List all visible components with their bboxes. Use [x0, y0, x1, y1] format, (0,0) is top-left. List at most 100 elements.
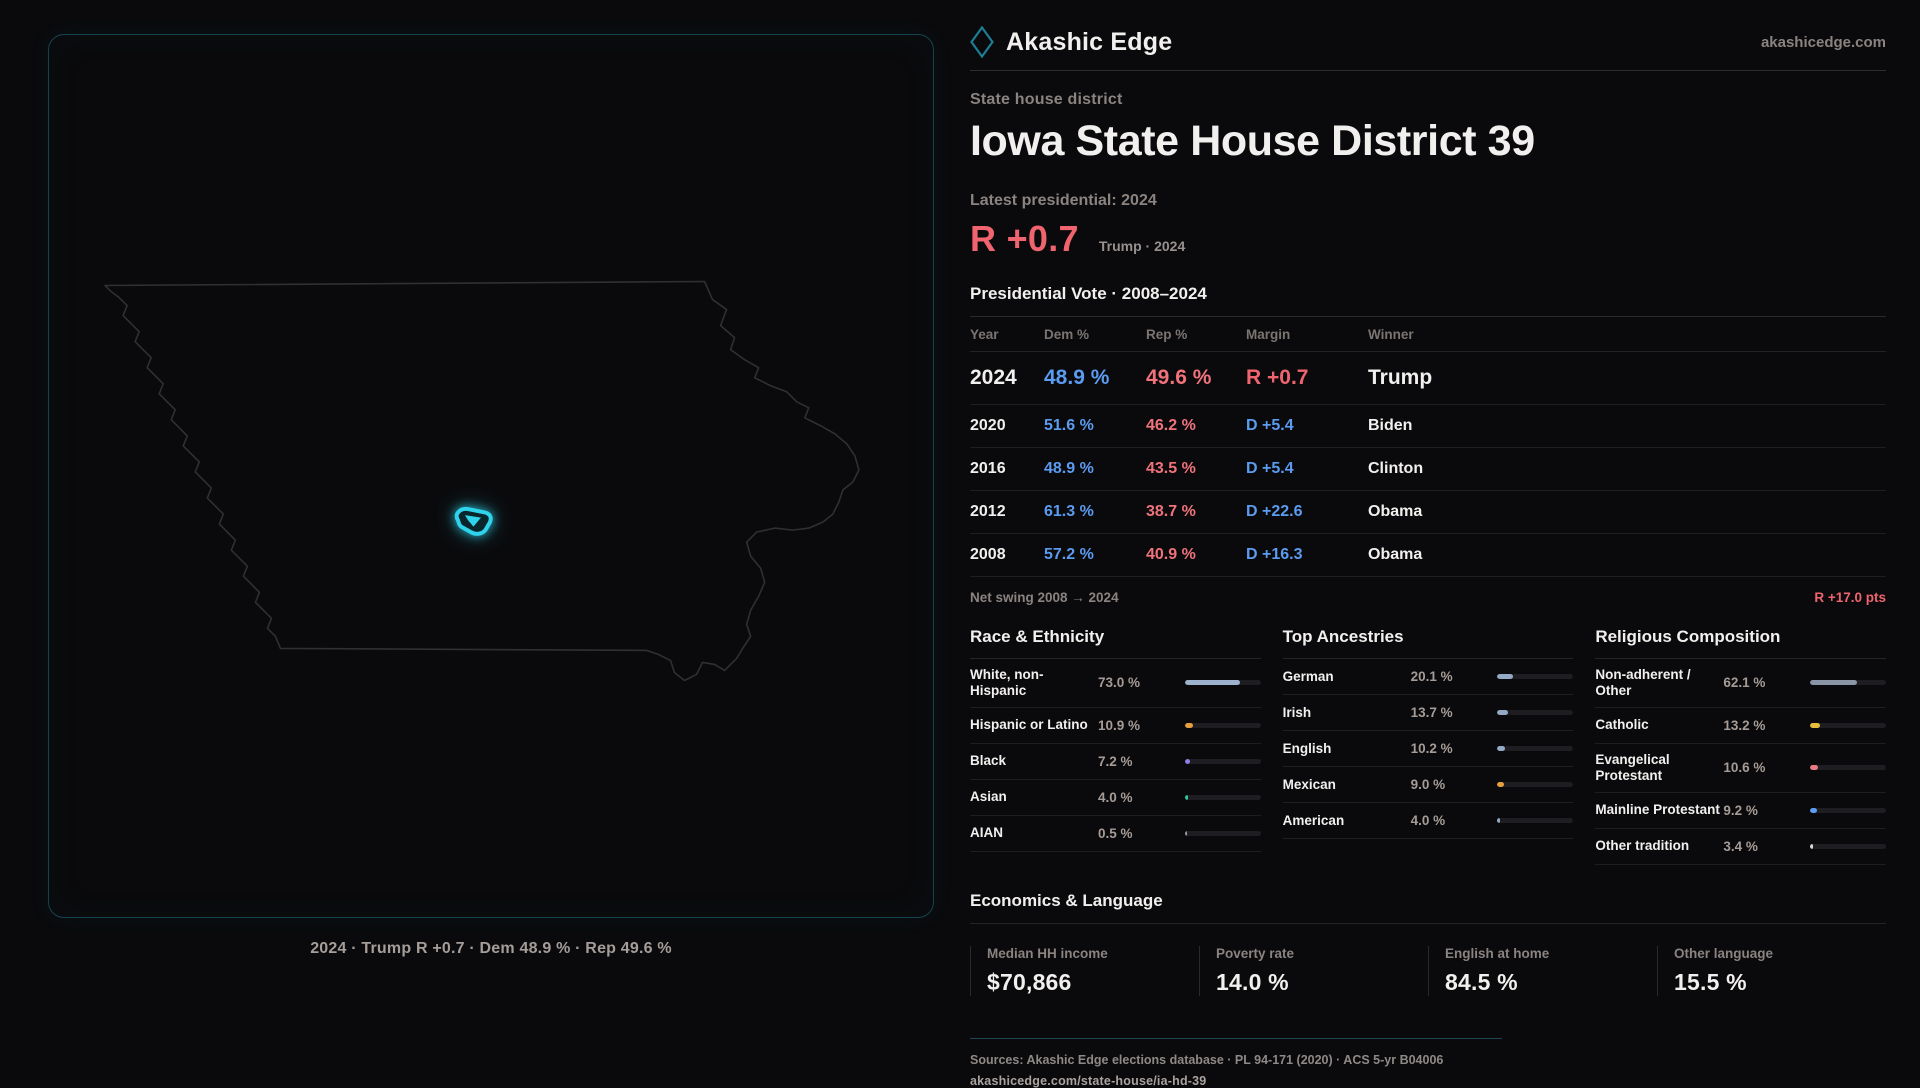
- demo-bar: [1809, 680, 1886, 686]
- demo-value: 20.1 %: [1410, 669, 1453, 684]
- vote-margin: D +16.3: [1246, 546, 1303, 563]
- demo-row: Other tradition 3.4 %: [1595, 829, 1886, 865]
- demo-label: Non-adherent / Other: [1595, 667, 1691, 698]
- vote-row-2024: 2024 48.9 % 49.6 % R +0.7 Trump: [970, 352, 1886, 405]
- brand-domain-link[interactable]: akashicedge.com: [1760, 33, 1886, 51]
- demo-bar: [1809, 843, 1886, 849]
- map-panel: [48, 34, 934, 918]
- demo-row: Mainline Protestant 9.2 %: [1595, 793, 1886, 829]
- demo-label: Mexican: [1282, 776, 1336, 792]
- demo-bar: [1184, 794, 1261, 800]
- demo-label: English: [1282, 740, 1332, 756]
- vote-year: 2020: [970, 417, 1006, 434]
- vote-winner: Obama: [1368, 546, 1423, 563]
- demo-row: English 10.2 %: [1282, 731, 1574, 767]
- demo-bar: [1809, 722, 1886, 728]
- vote-rep-share: 49.6 %: [1146, 366, 1212, 389]
- econ-stat: English at home 84.5 %: [1428, 945, 1651, 996]
- demo-row: Asian 4.0 %: [970, 780, 1261, 816]
- vote-year: 2016: [970, 460, 1006, 477]
- footer-permalink-link[interactable]: akashicedge.com/state-house/ia-hd-39: [970, 1073, 1207, 1088]
- demo-column: Top Ancestries German 20.1 % Irish 13.7 % Eng…: [1282, 627, 1574, 865]
- vote-year: 2012: [970, 503, 1006, 520]
- headline: R +0.7 Trump · 2024: [970, 218, 1886, 260]
- vote-year: 2024: [970, 366, 1017, 389]
- demo-label: German: [1282, 668, 1334, 684]
- demo-value: 7.2 %: [1098, 753, 1133, 769]
- vote-dem-share: 48.9 %: [1044, 460, 1094, 477]
- demo-bar: [1184, 680, 1261, 686]
- demo-bar-fill: [1497, 674, 1513, 679]
- headline-margin: R +0.7: [970, 218, 1079, 259]
- econ-stat: Other language 15.5 %: [1657, 945, 1880, 996]
- vote-rep-share: 46.2 %: [1146, 417, 1196, 434]
- demo-bar-fill: [1184, 680, 1241, 686]
- demo-column: Race & Ethnicity White, non-Hispanic 73.0 …: [970, 627, 1261, 865]
- demo-bar-fill: [1809, 680, 1858, 686]
- map-column: 2024 · Trump R +0.7 · Dem 48.9 % · Rep 4…: [48, 34, 934, 958]
- col-winner: Winner: [1368, 327, 1414, 342]
- economics-section: Economics & Language Median HH income $70…: [970, 891, 1886, 996]
- iowa-state-outline: [104, 280, 860, 682]
- vote-dem-share: 48.9 %: [1044, 366, 1110, 389]
- col-margin: Margin: [1246, 327, 1291, 342]
- vote-row-2016: 2016 48.9 % 43.5 % D +5.4 Clinton: [970, 448, 1886, 491]
- econ-stat: Median HH income $70,866: [970, 945, 1193, 996]
- demo-row: Non-adherent / Other 62.1 %: [1595, 659, 1886, 708]
- demo-value: 4.0 %: [1098, 789, 1133, 805]
- demo-value: 13.7 %: [1410, 705, 1453, 720]
- demo-bar: [1184, 830, 1261, 836]
- demo-row: American 4.0 %: [1282, 803, 1574, 839]
- demo-bar-fill: [1184, 758, 1191, 764]
- latest-presidential-label: Latest presidential: 2024: [970, 192, 1157, 209]
- district-marker[interactable]: [454, 506, 493, 536]
- demo-label: Irish: [1282, 704, 1312, 720]
- econ-stat: Poverty rate 14.0 %: [1199, 945, 1422, 996]
- demo-bar-fill: [1809, 807, 1817, 813]
- demo-bar: [1497, 674, 1574, 679]
- demo-row: Catholic 13.2 %: [1595, 708, 1886, 744]
- demo-bar-fill: [1497, 710, 1508, 715]
- demo-label: Evangelical Protestant: [1595, 751, 1670, 783]
- demo-bar: [1497, 782, 1574, 787]
- vote-rep-share: 43.5 %: [1146, 460, 1196, 477]
- demo-bar-fill: [1184, 830, 1187, 836]
- demo-value: 10.9 %: [1098, 717, 1141, 733]
- demo-row: Black 7.2 %: [970, 744, 1261, 780]
- vote-row-2020: 2020 51.6 % 46.2 % D +5.4 Biden: [970, 405, 1886, 448]
- demo-row: AIAN 0.5 %: [970, 816, 1261, 852]
- header: Akashic Edge akashicedge.com: [970, 26, 1886, 58]
- vote-dem-share: 51.6 %: [1044, 417, 1094, 434]
- headline-context: Trump · 2024: [1098, 238, 1186, 254]
- vote-winner: Obama: [1368, 503, 1423, 520]
- demo-bar: [1809, 807, 1886, 813]
- demo-bar: [1497, 746, 1574, 751]
- demo-label: Other tradition: [1595, 838, 1690, 854]
- demo-value: 73.0 %: [1098, 675, 1141, 691]
- vote-margin: R +0.7: [1246, 366, 1309, 389]
- demo-bar-fill: [1809, 722, 1821, 728]
- demo-bar-fill: [1809, 843, 1813, 849]
- diamond-outline-icon: [970, 26, 994, 58]
- vote-rep-share: 38.7 %: [1146, 503, 1196, 520]
- demo-value: 4.0 %: [1410, 813, 1446, 828]
- demo-row: German 20.1 %: [1282, 659, 1574, 695]
- demo-label: Black: [970, 753, 1007, 769]
- vote-table-divider: [970, 316, 1886, 317]
- economics-stats: Median HH income $70,866 Poverty rate 14.0 …: [970, 945, 1886, 996]
- page-title: Iowa State House District 39: [970, 117, 1535, 165]
- vote-year: 2008: [970, 546, 1006, 563]
- demo-bar: [1497, 818, 1574, 823]
- vote-winner: Trump: [1368, 366, 1433, 389]
- demo-row: Irish 13.7 %: [1282, 695, 1574, 731]
- vote-row-2008: 2008 57.2 % 40.9 % D +16.3 Obama: [970, 534, 1886, 577]
- economics-title: Economics & Language: [970, 891, 1886, 924]
- footer-divider: [970, 1037, 1502, 1039]
- demo-row: Mexican 9.0 %: [1282, 767, 1574, 803]
- vote-row-2012: 2012 61.3 % 38.7 % D +22.6 Obama: [970, 491, 1886, 534]
- report-footer: Sources: Akashic Edge elections database…: [970, 1037, 1886, 1088]
- vote-margin: D +5.4: [1246, 460, 1294, 477]
- demo-bar-fill: [1809, 765, 1819, 771]
- demo-bar-fill: [1184, 794, 1188, 800]
- vote-winner: Clinton: [1368, 460, 1424, 477]
